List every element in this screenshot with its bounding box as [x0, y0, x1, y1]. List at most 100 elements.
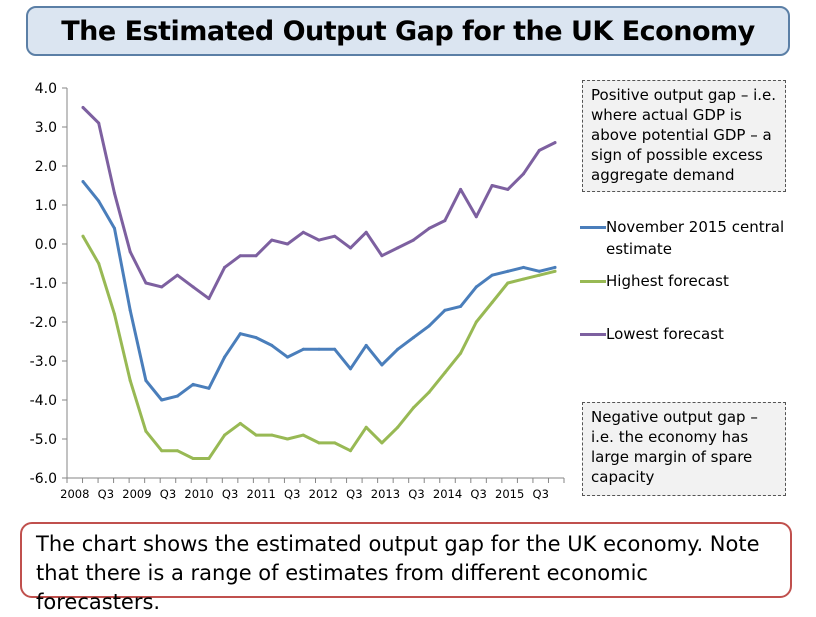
series-line-central [81, 180, 557, 402]
data-point-central [144, 379, 148, 382]
data-point-lowest [191, 285, 195, 289]
data-point-central [223, 355, 227, 359]
x-tick-label: 2010 [184, 487, 213, 501]
data-point-lowest [349, 246, 352, 250]
data-point-lowest [522, 172, 525, 176]
data-point-highest [81, 234, 85, 238]
y-tick-label: 2.0 [35, 159, 57, 175]
negative-gap-note: Negative output gap – i.e. the economy h… [582, 402, 786, 496]
data-point-central [443, 308, 447, 312]
data-point-central [317, 347, 321, 351]
data-point-central [427, 324, 431, 328]
data-point-central [301, 347, 305, 351]
y-tick-label: 0.0 [35, 237, 57, 253]
data-point-highest [270, 433, 274, 437]
data-point-highest [364, 425, 368, 429]
data-point-lowest [553, 141, 557, 145]
data-point-central [81, 180, 85, 184]
data-point-highest [191, 457, 195, 460]
data-point-highest [301, 433, 305, 437]
data-point-lowest [144, 281, 148, 285]
data-point-lowest [175, 273, 179, 277]
data-point-lowest [113, 191, 116, 195]
title-banner: The Estimated Output Gap for the UK Econ… [26, 6, 790, 56]
data-point-lowest [364, 230, 368, 234]
data-point-lowest [443, 219, 447, 223]
data-point-central [490, 273, 494, 277]
legend-swatch-highest [580, 280, 606, 283]
series-line-lowest [81, 106, 557, 301]
legend-lowest: Lowest forecast [580, 323, 786, 345]
data-point-lowest [286, 242, 289, 246]
data-point-central [128, 308, 132, 312]
x-tick-label: 2009 [122, 487, 151, 501]
data-point-highest [411, 406, 415, 410]
data-point-central [553, 265, 557, 269]
data-point-central [380, 363, 384, 367]
data-point-central [396, 347, 400, 351]
legend-swatch-lowest [580, 333, 606, 336]
data-point-central [238, 332, 242, 336]
caption: The chart shows the estimated output gap… [20, 522, 792, 614]
data-point-lowest [474, 215, 478, 219]
data-point-lowest [207, 297, 211, 301]
data-point-highest [254, 433, 258, 437]
x-tick-label: Q3 [346, 487, 362, 501]
x-tick-label: Q3 [160, 487, 176, 501]
data-point-central [160, 398, 164, 402]
x-tick-label: 2012 [309, 487, 338, 501]
y-tick-label: -2.0 [30, 315, 57, 331]
data-point-highest [537, 273, 541, 277]
data-point-highest [474, 320, 478, 324]
data-point-highest [506, 281, 510, 285]
data-point-highest [175, 449, 179, 453]
data-point-highest [97, 262, 101, 265]
data-point-highest [427, 390, 431, 394]
legend-label-highest: Highest forecast [606, 272, 729, 290]
data-point-lowest [411, 238, 415, 242]
data-point-central [411, 336, 415, 340]
x-tick-label: 2015 [495, 487, 524, 501]
x-tick-label: 2013 [371, 487, 400, 501]
data-point-highest [128, 379, 132, 382]
data-point-highest [317, 441, 321, 445]
legend-label-central: November 2015 central estimate [606, 218, 785, 258]
data-point-central [506, 269, 510, 273]
legend-highest: Highest forecast [580, 270, 786, 292]
x-tick-label: Q3 [470, 487, 486, 501]
x-tick-label: Q3 [408, 487, 424, 501]
data-point-lowest [537, 148, 541, 152]
data-point-central [113, 226, 116, 230]
legend-central: November 2015 central estimate [580, 216, 786, 260]
data-point-highest [144, 429, 148, 433]
x-tick-label: Q3 [98, 487, 114, 501]
data-point-highest [459, 351, 463, 355]
x-tick-label: Q3 [533, 487, 549, 501]
data-point-central [537, 269, 541, 273]
data-point-highest [333, 441, 337, 445]
y-tick-label: 4.0 [35, 81, 57, 97]
data-point-lowest [396, 246, 400, 250]
y-tick-label: 3.0 [35, 120, 57, 136]
data-point-lowest [427, 226, 431, 230]
data-point-central [207, 386, 211, 390]
data-point-lowest [490, 184, 494, 187]
data-point-lowest [333, 234, 337, 238]
x-tick-label: 2014 [433, 487, 462, 501]
y-tick-label: 1.0 [35, 198, 57, 214]
data-point-highest [113, 312, 116, 316]
data-point-central [349, 367, 352, 371]
series-line-highest [81, 234, 557, 460]
data-point-highest [349, 449, 352, 453]
data-point-lowest [459, 187, 463, 191]
data-point-highest [223, 433, 227, 437]
data-point-lowest [160, 285, 164, 289]
y-tick-label: -5.0 [30, 432, 57, 448]
data-point-central [175, 394, 179, 398]
data-point-highest [207, 457, 211, 460]
page-title: The Estimated Output Gap for the UK Econ… [61, 15, 755, 47]
data-point-central [270, 343, 274, 347]
data-point-central [286, 355, 289, 359]
data-point-highest [238, 421, 242, 425]
